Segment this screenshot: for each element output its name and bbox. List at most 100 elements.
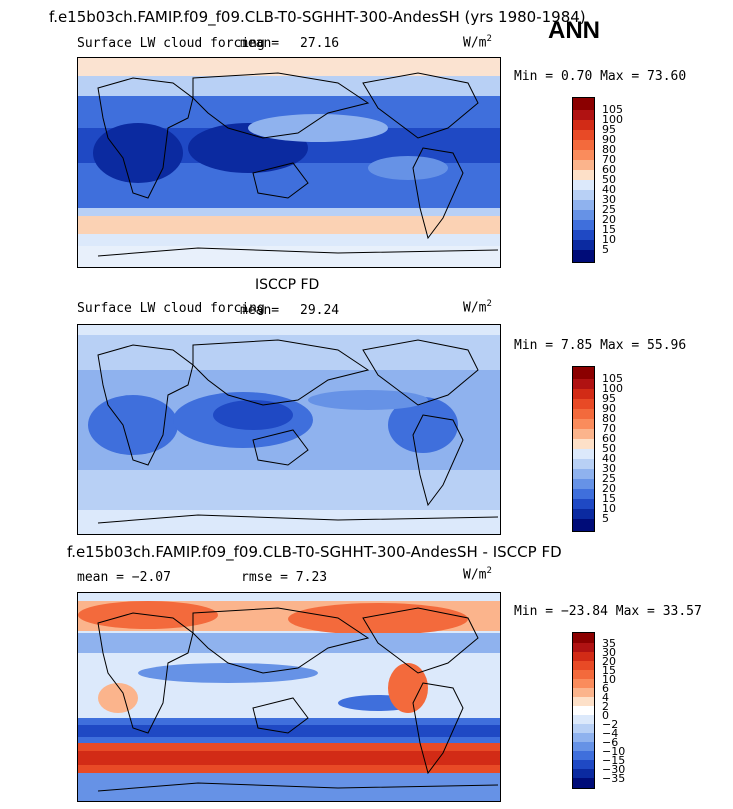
panel2-cbar-label: 10 — [602, 502, 616, 515]
panel1-cbar-label: 30 — [602, 193, 616, 206]
panel3-cbar-swatch — [572, 742, 595, 751]
panel1-units: W/m2 — [463, 34, 492, 51]
panel1-cbar-swatch — [572, 120, 595, 130]
panel3-cbar-label: 6 — [602, 682, 609, 695]
panel1-cbar-label: 100 — [602, 113, 623, 126]
panel3-units: W/m2 — [463, 566, 492, 583]
panel3-cbar-swatch — [572, 778, 595, 789]
panel1-minmax: Min = 0.70 Max = 73.60 — [514, 69, 687, 84]
panel2-cbar-label: 5 — [602, 512, 609, 525]
panel2-cbar-swatch — [572, 439, 595, 449]
panel3-cbar-swatch — [572, 661, 595, 670]
panel3-cbar-label: −30 — [602, 763, 626, 776]
panel2-cbar-swatch — [572, 379, 595, 389]
panel1-cbar-swatch — [572, 130, 595, 140]
panel2-cbar-label: 15 — [602, 492, 616, 505]
panel1-cbar-swatch — [572, 200, 595, 210]
panel1-cbar-swatch — [572, 190, 595, 200]
panel1-cbar-label: 10 — [602, 233, 616, 246]
panel1-cbar-swatch — [572, 170, 595, 180]
panel1-cbar-swatch — [572, 220, 595, 230]
panel3-cbar-label: 2 — [602, 700, 609, 713]
panel3-cbar-swatch — [572, 652, 595, 661]
panel1-cbar-label: 80 — [602, 143, 616, 156]
panel2-cbar-label: 50 — [602, 442, 616, 455]
panel3-cbar-label: −6 — [602, 736, 619, 749]
panel2-cbar-swatch — [572, 459, 595, 469]
panel1-cbar-label: 50 — [602, 173, 616, 186]
panel1-cbar-label: 20 — [602, 213, 616, 226]
panel2-cbar-swatch — [572, 389, 595, 399]
panel2-cbar-label: 25 — [602, 472, 616, 485]
panel2-cbar-label: 90 — [602, 402, 616, 415]
panel3-cbar-swatch — [572, 733, 595, 742]
panel3-cbar-swatch — [572, 706, 595, 715]
panel1-cbar-topline — [572, 97, 595, 98]
panel2-cbar-swatch — [572, 429, 595, 439]
panel1-cbar-swatch — [572, 140, 595, 150]
panel1-cbar-label: 25 — [602, 203, 616, 216]
panel3-cbar-label: −10 — [602, 745, 626, 758]
panel1-mean-label: mean= — [240, 36, 280, 51]
panel2-variable: Surface LW cloud forcing — [77, 301, 265, 316]
panel1-cbar-swatch — [572, 230, 595, 240]
panel2-mean-label: mean= — [240, 303, 280, 318]
panel1-cbar-label: 15 — [602, 223, 616, 236]
panel2-cbar-swatch — [572, 449, 595, 459]
panel2-cbar-swatch — [572, 409, 595, 419]
panel3-cbar-swatch — [572, 679, 595, 688]
panel1-cbar-label: 70 — [602, 153, 616, 166]
panel2-cbar-label: 30 — [602, 462, 616, 475]
panel3-cbar-label: 30 — [602, 646, 616, 659]
panel3-cbar-swatch — [572, 632, 595, 643]
season-label: ANN — [548, 17, 600, 44]
panel1-cbar-swatch — [572, 150, 595, 160]
panel3-map-svg — [78, 593, 500, 801]
panel2-cbar-swatch — [572, 509, 595, 519]
panel3-cbar-swatch — [572, 760, 595, 769]
panel1-cbar-swatch — [572, 180, 595, 190]
panel1-cbar-label: 90 — [602, 133, 616, 146]
panel2-units: W/m2 — [463, 299, 492, 316]
panel3-map — [77, 592, 501, 802]
panel2-cbar-label: 20 — [602, 482, 616, 495]
main-title: f.e15b03ch.FAMIP.f09_f09.CLB-T0-SGHHT-30… — [49, 8, 586, 26]
panel3-rmse: rmse = 7.23 — [241, 570, 328, 585]
panel2-cbar-swatch — [572, 469, 595, 479]
panel3-cbar-label: 0 — [602, 709, 609, 722]
panel3-cbar-label: 35 — [602, 637, 616, 650]
panel2-cbar-swatch — [572, 479, 595, 489]
panel3-cbar-label: 4 — [602, 691, 609, 704]
panel1-cbar-swatch — [572, 210, 595, 220]
panel1-variable: Surface LW cloud forcing — [77, 36, 265, 51]
panel3-cbar-swatch — [572, 751, 595, 760]
panel1-mean-value: 27.16 — [300, 36, 340, 51]
panel2-cbar-swatch — [572, 419, 595, 429]
panel1-map-svg — [78, 58, 500, 267]
panel3-cbar-swatch — [572, 769, 595, 778]
panel2-cbar-swatch — [572, 519, 595, 532]
panel3-diff-title: f.e15b03ch.FAMIP.f09_f09.CLB-T0-SGHHT-30… — [67, 543, 562, 561]
panel2-cbar-label: 95 — [602, 392, 616, 405]
panel1-cbar-label: 40 — [602, 183, 616, 196]
panel2-cbar-swatch — [572, 489, 595, 499]
panel3-minmax: Min = −23.84 Max = 33.57 — [514, 604, 702, 619]
panel3-cbar-swatch — [572, 715, 595, 724]
panel2-map — [77, 324, 501, 535]
panel2-cbar-swatch — [572, 399, 595, 409]
panel2-obs-title: ISCCP FD — [255, 277, 320, 293]
panel1-cbar-label: 60 — [602, 163, 616, 176]
panel2-cbar-label: 100 — [602, 382, 623, 395]
panel1-cbar-swatch — [572, 160, 595, 170]
panel3-cbar-swatch — [572, 724, 595, 733]
panel2-map-svg — [78, 325, 500, 534]
panel1-cbar-swatch — [572, 250, 595, 263]
panel2-cbar-label: 80 — [602, 412, 616, 425]
panel3-cbar-label: −4 — [602, 727, 619, 740]
panel1-map — [77, 57, 501, 268]
panel1-cbar-swatch — [572, 240, 595, 250]
panel3-cbar-label: 20 — [602, 655, 616, 668]
panel2-cbar-swatch — [572, 366, 595, 379]
panel1-cbar-label: 105 — [602, 103, 623, 116]
panel3-cbar-label: −15 — [602, 754, 626, 767]
